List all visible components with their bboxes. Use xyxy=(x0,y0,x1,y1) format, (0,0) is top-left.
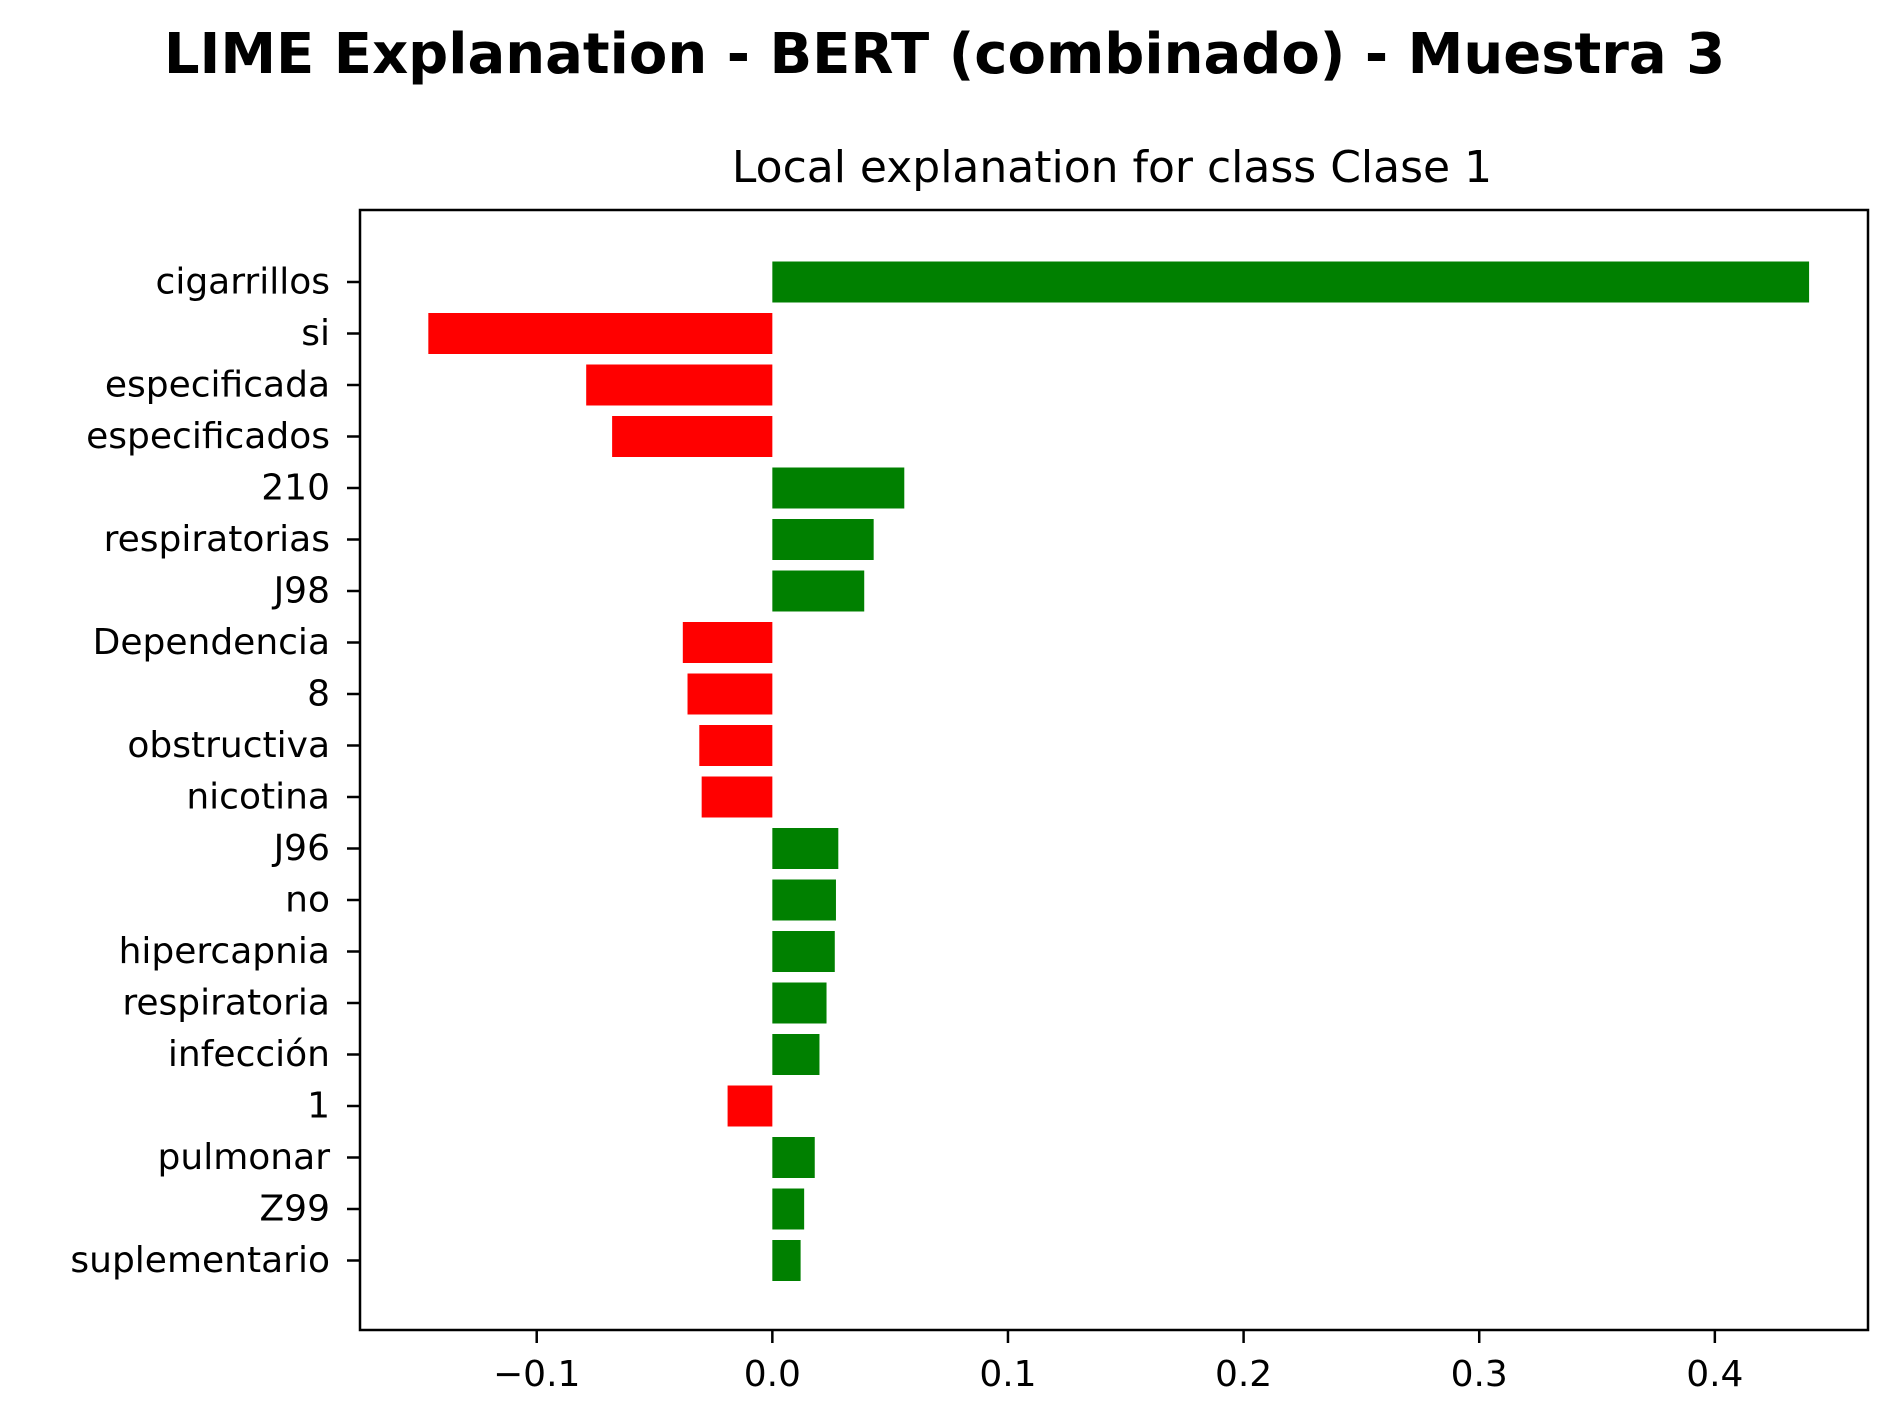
axes-frame xyxy=(358,208,1870,1332)
y-tick-label: si xyxy=(301,313,330,354)
y-tick-label: 1 xyxy=(307,1086,330,1127)
axes-title: Local explanation for class Clase 1 xyxy=(732,142,1492,193)
y-tick-label: especificada xyxy=(105,365,330,406)
bar-210 xyxy=(772,467,905,509)
bar-especificada xyxy=(586,364,773,406)
bar-respiratorias xyxy=(772,519,874,560)
x-tick-label: 0.0 xyxy=(744,1354,801,1395)
y-tick-label: infección xyxy=(168,1034,330,1075)
bar-j96 xyxy=(772,828,839,869)
bar-si xyxy=(428,313,773,354)
x-tick-label: 0.2 xyxy=(1215,1354,1272,1395)
y-tick-label: cigarrillos xyxy=(156,262,330,303)
bar-pulmonar xyxy=(772,1137,815,1178)
y-tick-label: nicotina xyxy=(186,777,330,818)
x-tick-label: 0.3 xyxy=(1451,1354,1508,1395)
y-tick-label: J96 xyxy=(272,828,330,869)
bar-suplementario xyxy=(772,1240,801,1281)
y-tick-label: pulmonar xyxy=(158,1137,331,1178)
bar-1 xyxy=(727,1085,773,1127)
bar-no xyxy=(772,879,836,921)
bar-obstructiva xyxy=(699,725,773,766)
bar-cigarrillos xyxy=(772,261,1810,303)
bar-hipercapnia xyxy=(772,931,835,972)
bars-group xyxy=(428,261,1810,1281)
y-tick-label: J98 xyxy=(272,571,330,612)
y-tick-label: Dependencia xyxy=(93,622,330,663)
y-tick-label: suplementario xyxy=(70,1240,330,1281)
bar-respiratoria xyxy=(772,982,827,1024)
y-tick-label: respiratorias xyxy=(104,519,330,560)
y-tick-label: 8 xyxy=(307,674,330,715)
bar-j98 xyxy=(772,570,865,612)
y-tick-label: obstructiva xyxy=(127,725,330,766)
x-tick-label: −0.1 xyxy=(493,1354,580,1395)
y-tick-label: 210 xyxy=(261,468,330,509)
bar-especificados xyxy=(612,416,773,457)
y-tick-label: hipercapnia xyxy=(119,931,330,972)
y-tick-label: Z99 xyxy=(260,1189,330,1230)
y-tick-label: no xyxy=(285,880,330,921)
y-tick-label: especificados xyxy=(86,416,330,457)
figure-suptitle: LIME Explanation - BERT (combinado) - Mu… xyxy=(163,22,1726,87)
x-tick-label: 0.1 xyxy=(979,1354,1036,1395)
y-tick-label: respiratoria xyxy=(122,983,330,1024)
bar-nicotina xyxy=(701,776,773,818)
bar-dependencia xyxy=(682,622,773,663)
bar-infecci-n xyxy=(772,1034,820,1075)
y-axis-ticks: cigarrillos si especificada especificados 21… xyxy=(70,262,360,1281)
bar-8 xyxy=(687,673,773,715)
x-axis-ticks: −0.1 0.0 0.1 0.2 0.3 0.4 xyxy=(493,1330,1743,1395)
x-tick-label: 0.4 xyxy=(1686,1354,1743,1395)
bar-z99 xyxy=(772,1188,805,1230)
